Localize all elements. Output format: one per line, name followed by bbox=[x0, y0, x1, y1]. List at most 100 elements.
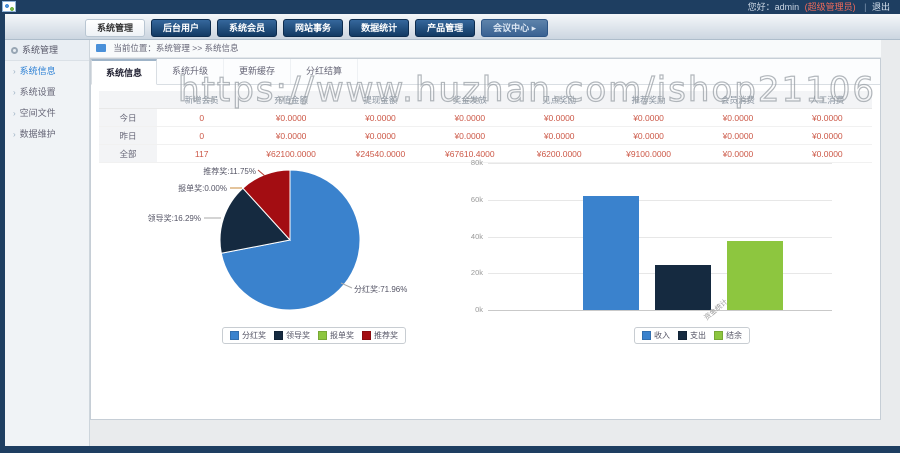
top-bar: 您好：admin (超级管理员) | 退出 bbox=[0, 0, 900, 14]
sidebar-header-label: 系统管理 bbox=[22, 45, 59, 55]
content-tab-1[interactable]: 系统升级 bbox=[157, 59, 224, 84]
nav-tab-2[interactable]: 系统会员 bbox=[217, 19, 278, 37]
bar-legend-swatch-0 bbox=[642, 331, 651, 340]
pie-legend-swatch-1 bbox=[274, 331, 283, 340]
gridline-40k bbox=[488, 236, 832, 238]
left-frame-strip bbox=[0, 14, 5, 453]
bar-收入 bbox=[583, 195, 639, 310]
y-tick-40k: 40k bbox=[470, 231, 483, 241]
table-cell: ¥9100.0000 bbox=[603, 144, 694, 163]
pie-legend-item-3: 推荐奖 bbox=[362, 330, 398, 341]
pie-legend-label-0: 分红奖 bbox=[242, 331, 266, 340]
table-cell: ¥24540.0000 bbox=[335, 144, 426, 163]
row-label: 今日 bbox=[99, 108, 157, 127]
sidebar-item-label: 空间文件 bbox=[19, 108, 56, 118]
user-greeting: 您好：admin bbox=[747, 2, 800, 12]
table-cell: 0 bbox=[157, 108, 247, 127]
table-col-header-5: 见点奖励 bbox=[514, 91, 604, 109]
sidebar-items: › 系统信息 › 系统设置 › 空间文件 › 数据维护 bbox=[5, 61, 89, 145]
pie-svg: 分红奖:71.96% 领导奖:16.29% 报单奖:0.00% 推荐奖:11.75% bbox=[148, 166, 407, 311]
table-cell: ¥0.0000 bbox=[782, 144, 872, 163]
table-cell: 0 bbox=[157, 126, 247, 145]
sidebar-item-label: 系统信息 bbox=[19, 66, 56, 76]
chevron-right-icon: › bbox=[13, 109, 16, 118]
row-label: 全部 bbox=[99, 144, 157, 163]
table-col-header-7: 会员消费 bbox=[693, 91, 783, 109]
table-col-header-8: 人工消费 bbox=[782, 91, 872, 109]
pie-legend: 分红奖 领导奖 报单奖 推荐奖 bbox=[222, 327, 406, 344]
sidebar: 系统管理 › 系统信息 › 系统设置 › 空间文件 › 数据维护 bbox=[5, 40, 90, 446]
bar-结余 bbox=[727, 240, 783, 310]
table-row: 全部 117 ¥62100.0000 ¥24540.0000 ¥67610.4000 ¥6… bbox=[99, 144, 872, 163]
pie-label-line-0 bbox=[340, 282, 353, 289]
pie-legend-swatch-2 bbox=[318, 331, 327, 340]
breadcrumb-text: 当前位置：系统管理 >> 系统信息 bbox=[113, 43, 239, 53]
table-cell: ¥0.0000 bbox=[782, 126, 872, 145]
pie-legend-label-1: 领导奖 bbox=[286, 331, 310, 340]
pie-legend-item-2: 报单奖 bbox=[318, 330, 354, 341]
sidebar-item-0[interactable]: › 系统信息 bbox=[5, 61, 89, 82]
table-col-header-3: 提现金额 bbox=[335, 91, 426, 109]
y-tick-0k: 0k bbox=[475, 305, 483, 314]
table-cell: ¥0.0000 bbox=[693, 144, 783, 163]
bar-legend-item-2: 结余 bbox=[714, 330, 742, 341]
logout-link[interactable]: 退出 bbox=[871, 2, 890, 12]
table-cell: ¥0.0000 bbox=[425, 108, 515, 127]
stats-table-body: 今日 0 ¥0.0000 ¥0.0000 ¥0.0000 ¥0.0000 ¥0.0000 ¥0… bbox=[99, 108, 872, 163]
table-cell: ¥0.0000 bbox=[514, 108, 604, 127]
pie-label-line-3 bbox=[257, 169, 266, 177]
sidebar-item-2[interactable]: › 空间文件 bbox=[5, 103, 89, 124]
table-cell: ¥0.0000 bbox=[693, 126, 783, 145]
bar-legend-label-2: 结余 bbox=[726, 331, 742, 340]
table-col-header-6: 推荐奖励 bbox=[603, 91, 694, 109]
y-tick-60k: 60k bbox=[470, 194, 483, 204]
table-cell: ¥0.0000 bbox=[335, 108, 426, 127]
nav-tab-0[interactable]: 系统管理 bbox=[85, 19, 146, 37]
nav-tab-4[interactable]: 数据统计 bbox=[349, 19, 410, 37]
funds-bar-chart: 0k 20k 40k 60k 80k 资金统计 bbox=[450, 155, 845, 337]
pie-label-3: 推荐奖:11.75% bbox=[203, 166, 256, 176]
y-tick-80k: 80k bbox=[470, 158, 483, 167]
content-tabs: 系统信息 系统升级 更新缓存 分红结算 bbox=[91, 59, 880, 85]
sidebar-header[interactable]: 系统管理 bbox=[5, 40, 89, 61]
bar-legend-item-0: 收入 bbox=[642, 330, 670, 341]
table-cell: ¥0.0000 bbox=[246, 126, 336, 145]
pie-label-2: 报单奖:0.00% bbox=[178, 183, 227, 193]
nav-tab-6[interactable]: 会议中心 ▸ bbox=[481, 19, 549, 37]
table-cell: ¥0.0000 bbox=[425, 126, 515, 145]
sidebar-item-label: 系统设置 bbox=[19, 87, 56, 97]
content-tab-2[interactable]: 更新缓存 bbox=[224, 59, 291, 84]
y-tick-20k: 20k bbox=[470, 268, 483, 278]
nav-tab-1[interactable]: 后台用户 bbox=[151, 19, 212, 37]
logo-icon bbox=[2, 1, 16, 12]
row-label: 昨日 bbox=[99, 126, 157, 145]
table-cell: ¥0.0000 bbox=[693, 108, 783, 127]
sidebar-item-label: 数据维护 bbox=[19, 129, 56, 139]
user-role-badge: (超级管理员) bbox=[804, 2, 856, 12]
nav-tab-3[interactable]: 网站事务 bbox=[283, 19, 344, 37]
table-cell: 117 bbox=[157, 144, 247, 163]
table-cell: ¥0.0000 bbox=[782, 108, 872, 127]
pie-legend-swatch-0 bbox=[230, 331, 239, 340]
pie-slice-1 bbox=[219, 187, 291, 254]
bar-legend-swatch-2 bbox=[714, 331, 723, 340]
sidebar-item-3[interactable]: › 数据维护 bbox=[5, 124, 89, 145]
pie-slice-3 bbox=[242, 169, 291, 242]
gridline-80k bbox=[488, 163, 832, 164]
table-cell: ¥0.0000 bbox=[514, 126, 604, 145]
table-col-header-2: 充值金额 bbox=[246, 91, 336, 109]
nav-tab-5[interactable]: 产品管理 bbox=[415, 19, 476, 37]
table-cell: ¥0.0000 bbox=[603, 108, 694, 127]
bar-legend-item-1: 支出 bbox=[678, 330, 706, 341]
content-tab-3[interactable]: 分红结算 bbox=[291, 59, 358, 84]
sidebar-item-1[interactable]: › 系统设置 bbox=[5, 82, 89, 103]
pie-label-1: 领导奖:16.29% bbox=[148, 213, 201, 223]
bar-legend-swatch-1 bbox=[678, 331, 687, 340]
topbar-user-area: 您好：admin (超级管理员) | 退出 bbox=[748, 0, 890, 14]
chevron-right-icon: › bbox=[13, 88, 16, 97]
table-col-header-4: 奖金发放 bbox=[425, 91, 515, 109]
stats-table: 新增会员 充值金额 提现金额 奖金发放 见点奖励 推荐奖励 会员消费 人工消费 今日 0 ¥0.0… bbox=[99, 91, 872, 163]
content-tab-0[interactable]: 系统信息 bbox=[91, 59, 157, 85]
gridline-0k bbox=[488, 310, 832, 311]
table-cell: ¥62100.0000 bbox=[246, 144, 336, 163]
